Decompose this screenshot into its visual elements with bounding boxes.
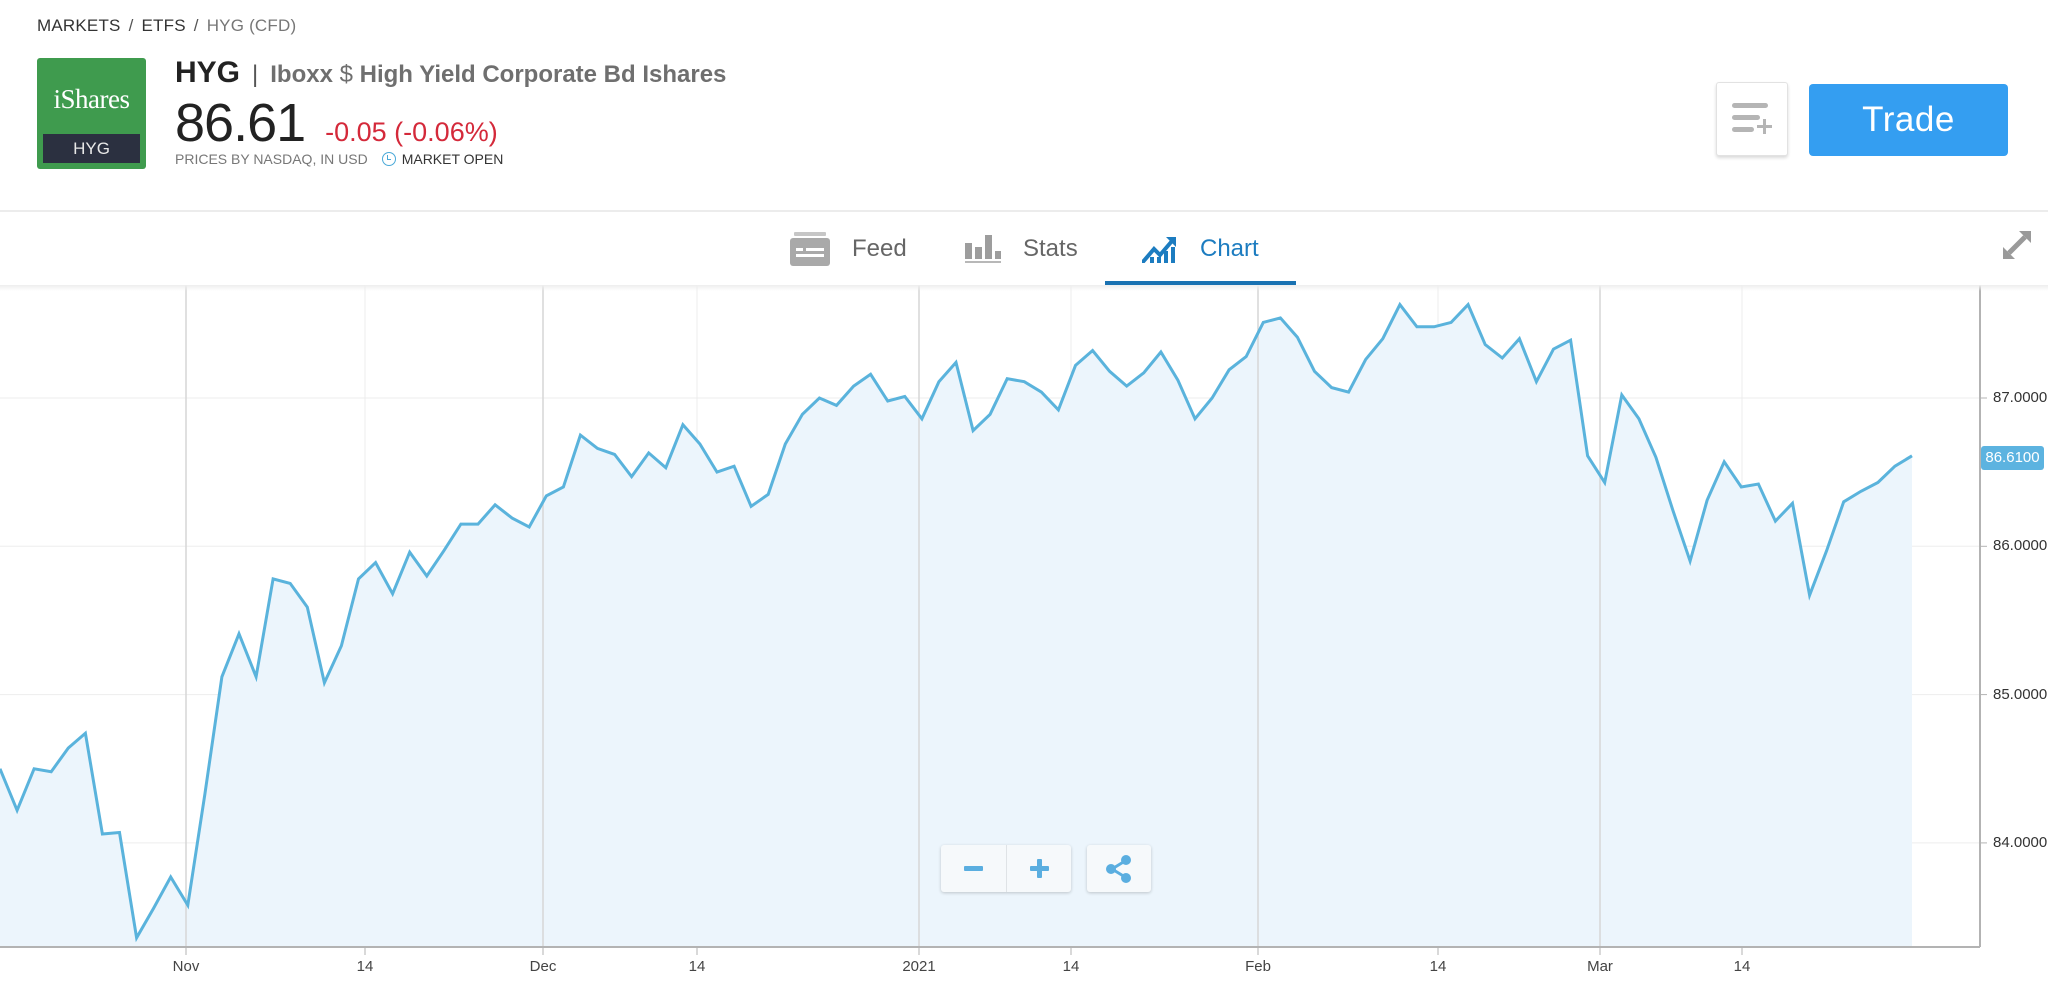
tab-bar: Feed Stats [0,212,2048,285]
y-axis-label: 87.0000 [1993,389,2048,406]
y-axis-label: 86.0000 [1993,537,2048,554]
header-divider [0,210,2048,212]
x-axis-label: Mar [1587,958,1613,975]
expand-chart-button[interactable] [2001,229,2033,261]
x-axis-label: 14 [1733,958,1751,975]
breadcrumb-current: HYG (CFD) [206,16,297,35]
x-axis-label: 14 [1062,958,1080,975]
zoom-out-button[interactable] [941,845,1006,892]
breadcrumb-markets[interactable]: MARKETS [37,16,121,35]
x-axis-label: 14 [356,958,374,975]
tab-feed[interactable]: Feed [790,212,907,285]
title-divider: | [252,61,259,88]
minus-icon [964,866,983,871]
breadcrumb-etfs[interactable]: ETFS [141,16,186,35]
tabs-shadow [0,285,2048,291]
chart-icon [1140,235,1178,264]
instrument-symbol: HYG [175,56,241,89]
x-axis-label: 14 [1429,958,1447,975]
tab-chart[interactable]: Chart [1105,212,1296,285]
y-axis-label: 85.0000 [1993,686,2048,703]
breadcrumb: MARKETS / ETFS / HYG (CFD) [37,16,296,36]
tab-chart-label: Chart [1200,234,1259,262]
share-icon [1106,855,1131,883]
x-axis-label: 2021 [902,958,936,975]
price-meta: PRICES BY NASDAQ, IN USD MARKET OPEN [175,151,503,167]
breadcrumb-separator: / [128,16,134,35]
zoom-in-button[interactable] [1005,845,1072,892]
x-axis-label: Nov [172,958,200,975]
market-status: MARKET OPEN [401,151,504,167]
tab-stats[interactable]: Stats [965,212,1078,285]
stats-icon [965,234,1001,263]
price-row: 86.61 -0.05 (-0.06%) [175,92,498,154]
price-change: -0.05 (-0.06%) [325,117,498,147]
x-axis-label: Dec [529,958,557,975]
x-axis-label: Feb [1245,958,1271,975]
logo-brand-text: iShares [53,84,130,114]
logo-ticker-text: HYG [43,134,140,163]
x-axis-label: 14 [688,958,706,975]
tab-feed-label: Feed [852,234,907,262]
price-chart[interactable] [0,285,2048,988]
last-price-marker: 86.6100 [1981,446,2044,470]
instrument-name-part1: Iboxx [270,61,333,88]
instrument-logo: iShares HYG [37,58,146,169]
breadcrumb-separator: / [193,16,199,35]
current-price: 86.61 [175,93,306,153]
instrument-name-part2: High Yield Corporate Bd Ishares [359,61,727,88]
price-source: PRICES BY NASDAQ, IN USD [175,151,368,167]
instrument-title: HYG | Iboxx $ High Yield Corporate Bd Is… [175,56,726,90]
instrument-name: Iboxx $ High Yield Corporate Bd Ishares [270,61,726,89]
instrument-name-dollar: $ [339,61,353,88]
share-chart-button[interactable] [1087,845,1151,892]
chart-zoom-controls [941,845,1071,892]
feed-icon [790,231,830,266]
clock-icon [381,152,396,166]
add-to-watchlist-button[interactable] [1716,82,1788,156]
tab-stats-label: Stats [1023,234,1078,262]
y-axis-label: 84.0000 [1993,834,2048,851]
price-chart-plot[interactable] [0,285,2048,988]
expand-icon [2003,231,2031,259]
trade-button[interactable]: Trade [1809,84,2008,156]
